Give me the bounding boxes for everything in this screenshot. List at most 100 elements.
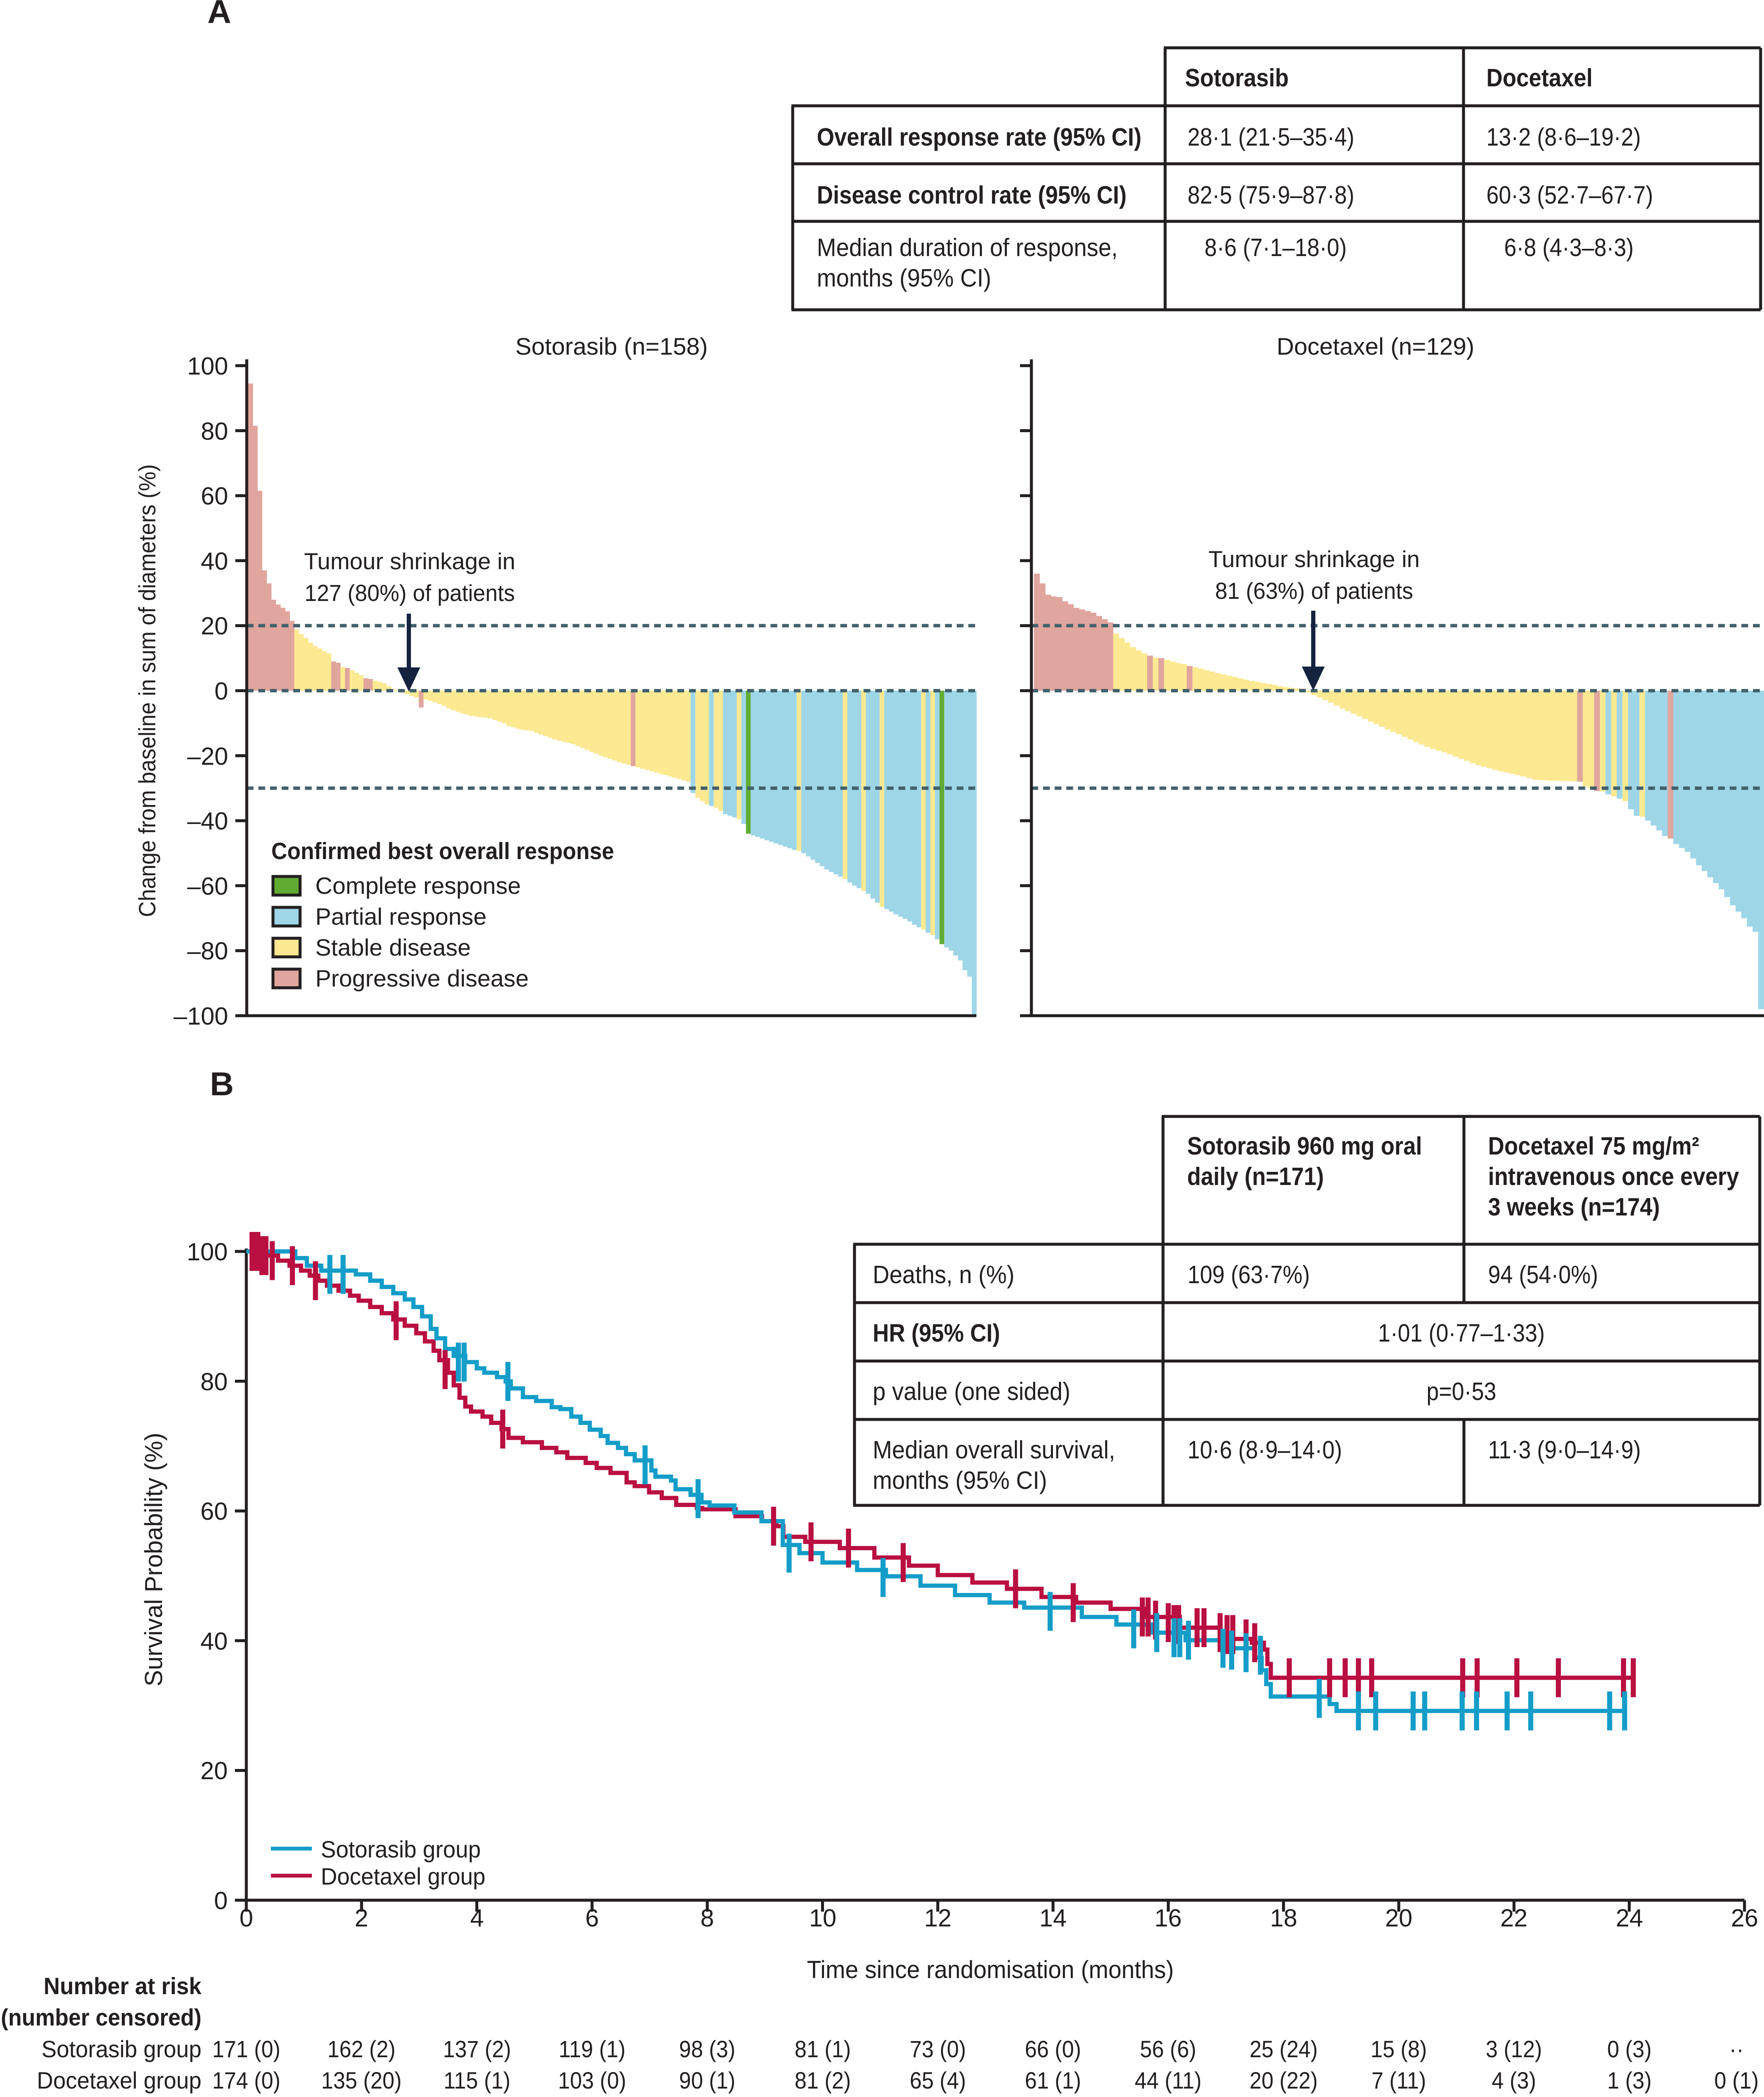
- svg-text:11·3 (9·0–14·9): 11·3 (9·0–14·9): [1488, 1436, 1641, 1464]
- svg-text:1·01 (0·77–1·33): 1·01 (0·77–1·33): [1378, 1319, 1545, 1347]
- svg-text:109 (63·7%): 109 (63·7%): [1188, 1261, 1310, 1289]
- svg-text:–80: –80: [187, 937, 228, 965]
- svg-text:103 (0): 103 (0): [558, 2067, 626, 2094]
- svg-text:13·2 (8·6–19·2): 13·2 (8·6–19·2): [1486, 123, 1641, 151]
- svg-text:Sotorasib group: Sotorasib group: [41, 2036, 201, 2062]
- svg-text:7 (11): 7 (11): [1372, 2067, 1426, 2094]
- svg-text:1 (3): 1 (3): [1607, 2067, 1652, 2094]
- svg-text:Progressive disease: Progressive disease: [315, 965, 529, 992]
- svg-text:–20: –20: [187, 743, 228, 770]
- svg-text:2: 2: [355, 1904, 368, 1932]
- svg-text:20 (22): 20 (22): [1250, 2067, 1318, 2094]
- svg-text:A: A: [207, 0, 231, 30]
- svg-text:119 (1): 119 (1): [559, 2036, 626, 2062]
- svg-text:Disease control rate (95% CI): Disease control rate (95% CI): [817, 181, 1127, 209]
- svg-text:65 (4): 65 (4): [910, 2067, 966, 2094]
- svg-text:60: 60: [201, 482, 228, 510]
- svg-text:81 (1): 81 (1): [795, 2036, 851, 2062]
- svg-text:Median overall survival,: Median overall survival,: [873, 1436, 1115, 1464]
- svg-text:Docetaxel group: Docetaxel group: [321, 1863, 485, 1890]
- svg-text:Tumour shrinkage in: Tumour shrinkage in: [304, 548, 515, 574]
- svg-text:Confirmed best overall respons: Confirmed best overall response: [271, 838, 614, 864]
- svg-text:100: 100: [187, 353, 228, 380]
- svg-text:Sotorasib: Sotorasib: [1185, 64, 1289, 92]
- svg-text:10·6 (8·9–14·0): 10·6 (8·9–14·0): [1188, 1436, 1342, 1464]
- svg-text:Sotorasib group: Sotorasib group: [321, 1836, 481, 1863]
- svg-text:8·6 (7·1–18·0): 8·6 (7·1–18·0): [1204, 234, 1347, 262]
- svg-text:12: 12: [924, 1904, 952, 1932]
- svg-text:Sotorasib (n=158): Sotorasib (n=158): [515, 333, 708, 360]
- svg-text:162 (2): 162 (2): [328, 2036, 396, 2062]
- svg-text:months (95% CI): months (95% CI): [873, 1466, 1047, 1494]
- svg-text:10: 10: [809, 1904, 837, 1932]
- svg-text:Number at risk: Number at risk: [44, 1973, 202, 1999]
- svg-text:127 (80%) of patients: 127 (80%) of patients: [305, 580, 515, 606]
- svg-text:15 (8): 15 (8): [1371, 2036, 1427, 2062]
- svg-text:p value (one sided): p value (one sided): [873, 1378, 1070, 1405]
- svg-text:137 (2): 137 (2): [443, 2036, 511, 2062]
- svg-text:··: ··: [1729, 2036, 1744, 2062]
- svg-text:94 (54·0%): 94 (54·0%): [1488, 1261, 1598, 1289]
- svg-text:6: 6: [585, 1904, 599, 1932]
- svg-text:44 (11): 44 (11): [1135, 2067, 1202, 2094]
- svg-text:22: 22: [1500, 1904, 1528, 1932]
- svg-text:–100: –100: [174, 1003, 228, 1030]
- svg-text:intravenous once every: intravenous once every: [1488, 1163, 1739, 1190]
- svg-text:26: 26: [1731, 1904, 1758, 1932]
- svg-text:171 (0): 171 (0): [212, 2036, 281, 2062]
- svg-text:60: 60: [200, 1498, 228, 1525]
- svg-text:80: 80: [201, 418, 228, 445]
- svg-text:Complete response: Complete response: [315, 872, 521, 899]
- svg-text:28·1 (21·5–35·4): 28·1 (21·5–35·4): [1188, 123, 1354, 151]
- svg-text:Docetaxel 75 mg/m²: Docetaxel 75 mg/m²: [1488, 1132, 1699, 1160]
- svg-text:Sotorasib 960 mg oral: Sotorasib 960 mg oral: [1187, 1132, 1422, 1160]
- svg-text:61 (1): 61 (1): [1025, 2067, 1081, 2094]
- svg-text:90 (1): 90 (1): [679, 2067, 736, 2094]
- svg-text:25 (24): 25 (24): [1250, 2036, 1318, 2062]
- svg-text:6·8 (4·3–8·3): 6·8 (4·3–8·3): [1504, 234, 1634, 262]
- svg-text:0 (3): 0 (3): [1607, 2036, 1652, 2062]
- svg-text:40: 40: [200, 1628, 228, 1655]
- svg-text:0: 0: [215, 678, 228, 705]
- svg-text:20: 20: [200, 1757, 228, 1785]
- svg-text:(number censored): (number censored): [1, 2004, 201, 2031]
- svg-text:Partial response: Partial response: [315, 903, 487, 930]
- svg-text:40: 40: [201, 548, 228, 575]
- svg-text:4 (3): 4 (3): [1492, 2067, 1536, 2094]
- svg-text:3 weeks (n=174): 3 weeks (n=174): [1488, 1193, 1660, 1221]
- svg-text:174 (0): 174 (0): [212, 2067, 281, 2094]
- svg-text:0: 0: [240, 1904, 253, 1932]
- svg-text:14: 14: [1039, 1904, 1067, 1932]
- svg-text:81 (2): 81 (2): [795, 2067, 851, 2094]
- svg-text:66 (0): 66 (0): [1025, 2036, 1081, 2062]
- svg-text:daily (n=171): daily (n=171): [1187, 1163, 1324, 1190]
- svg-text:80: 80: [200, 1368, 228, 1396]
- svg-text:8: 8: [700, 1904, 714, 1932]
- svg-text:p=0·53: p=0·53: [1427, 1378, 1497, 1405]
- svg-text:0: 0: [214, 1887, 228, 1915]
- svg-text:Overall response rate (95% CI): Overall response rate (95% CI): [817, 123, 1141, 151]
- svg-text:135 (20): 135 (20): [321, 2067, 402, 2094]
- svg-text:0 (1): 0 (1): [1714, 2067, 1759, 2094]
- svg-text:B: B: [210, 1065, 234, 1102]
- svg-text:Stable disease: Stable disease: [315, 934, 471, 961]
- svg-text:3 (12): 3 (12): [1486, 2036, 1542, 2062]
- svg-text:82·5 (75·9–87·8): 82·5 (75·9–87·8): [1188, 181, 1354, 209]
- svg-text:20: 20: [201, 612, 228, 640]
- svg-text:Change from baseline in sum of: Change from baseline in sum of diameters…: [134, 464, 160, 917]
- svg-text:–40: –40: [187, 807, 228, 835]
- svg-text:–60: –60: [187, 873, 228, 900]
- svg-text:Median duration of response,: Median duration of response,: [817, 234, 1118, 262]
- svg-text:4: 4: [470, 1904, 484, 1932]
- svg-text:98 (3): 98 (3): [679, 2036, 736, 2062]
- svg-text:16: 16: [1155, 1904, 1182, 1932]
- svg-text:Survival Probability (%): Survival Probability (%): [140, 1433, 168, 1686]
- svg-text:56 (6): 56 (6): [1140, 2036, 1196, 2062]
- svg-text:60·3 (52·7–67·7): 60·3 (52·7–67·7): [1486, 181, 1653, 209]
- svg-text:HR (95% CI): HR (95% CI): [873, 1319, 1000, 1347]
- svg-text:24: 24: [1616, 1904, 1643, 1932]
- svg-text:Docetaxel group: Docetaxel group: [37, 2067, 201, 2094]
- svg-text:81 (63%) of patients: 81 (63%) of patients: [1215, 578, 1413, 604]
- svg-text:100: 100: [187, 1238, 228, 1266]
- svg-text:Time since randomisation (mont: Time since randomisation (months): [807, 1956, 1174, 1984]
